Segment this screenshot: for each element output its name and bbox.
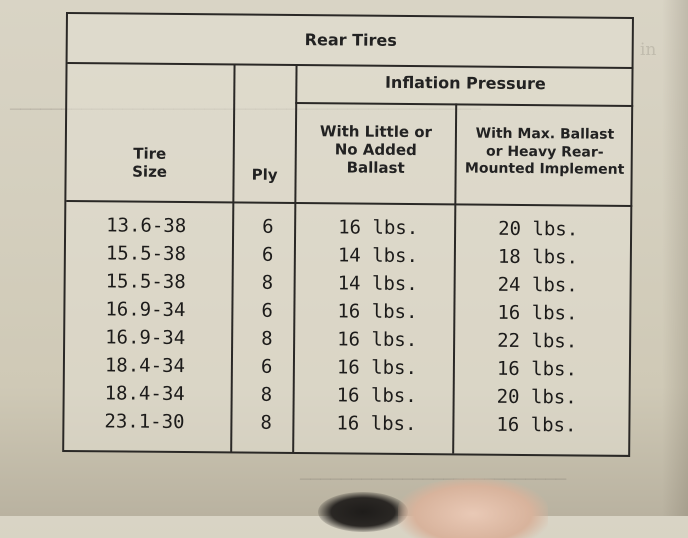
dark-object [318,492,408,532]
tire-size-header: Tire Size [132,144,168,181]
max-ballast-cell: 16 lbs. [497,301,578,325]
little-ballast-cell: 16 lbs. [337,328,418,352]
max-ballast-cell: 20 lbs. [498,217,579,241]
ply-cell: 8 [261,271,274,294]
max-ballast-cell: 16 lbs. [496,413,577,437]
page-edge-shadow [662,0,688,516]
ply-cell: 8 [261,327,273,350]
ply-cell: 6 [262,215,274,238]
tire-size-cell: 15.5-38 [105,270,186,294]
little-ballast-cell: 16 lbs. [336,356,418,380]
header-divider [66,200,633,207]
little-ballast-cell: 16 lbs. [336,412,417,436]
max-ballast-cell: 24 lbs. [497,273,578,297]
tire-size-cell: 16.9-34 [105,298,186,322]
little-ballast-header: With Little or No Added Ballast [319,122,433,177]
max-ballast-cell: 18 lbs. [497,245,579,269]
group-header-divider [295,102,634,107]
size-ply-divider [230,63,236,452]
table-title: Rear Tires [304,30,397,50]
max-ballast-cell: 16 lbs. [496,357,578,381]
ply-cell: 6 [260,355,273,378]
little-ballast-cell: 16 lbs. [336,384,417,408]
little-ballast-cell: 16 lbs. [338,216,419,240]
rear-tires-table: Rear Tires Inflation Pressure Tire Size … [62,12,634,457]
little-ballast-cell: 14 lbs. [337,244,419,268]
max-ballast-cell: 20 lbs. [496,385,577,409]
ply-cell: 6 [261,243,274,266]
little-ballast-cell: 14 lbs. [337,272,418,296]
inflation-pressure-header: Inflation Pressure [384,72,546,94]
ply-header: Ply [251,165,278,184]
tire-size-cell: 15.5-38 [105,242,187,266]
table-body: 13.6-38 6 16 lbs. 20 lbs. 15.5-38 6 14 lbs. 18 … [68,14,632,436]
finger [398,478,548,538]
ply-cell: 6 [261,299,273,322]
max-ballast-header: With Max. Ballast or Heavy Rear- Mounted… [464,125,625,178]
title-divider [67,62,634,69]
tire-size-cell: 13.6-38 [106,214,187,238]
tire-size-cell: 18.4-34 [104,354,186,378]
max-ballast-cell: 22 lbs. [497,329,578,353]
tire-size-cell: 16.9-34 [105,326,186,350]
tire-size-cell: 18.4-34 [104,382,185,406]
ply-cell: 8 [260,411,272,434]
ply-cell: 8 [260,383,273,406]
tire-size-cell: 23.1-30 [104,410,185,434]
little-ballast-cell: 16 lbs. [337,300,418,324]
